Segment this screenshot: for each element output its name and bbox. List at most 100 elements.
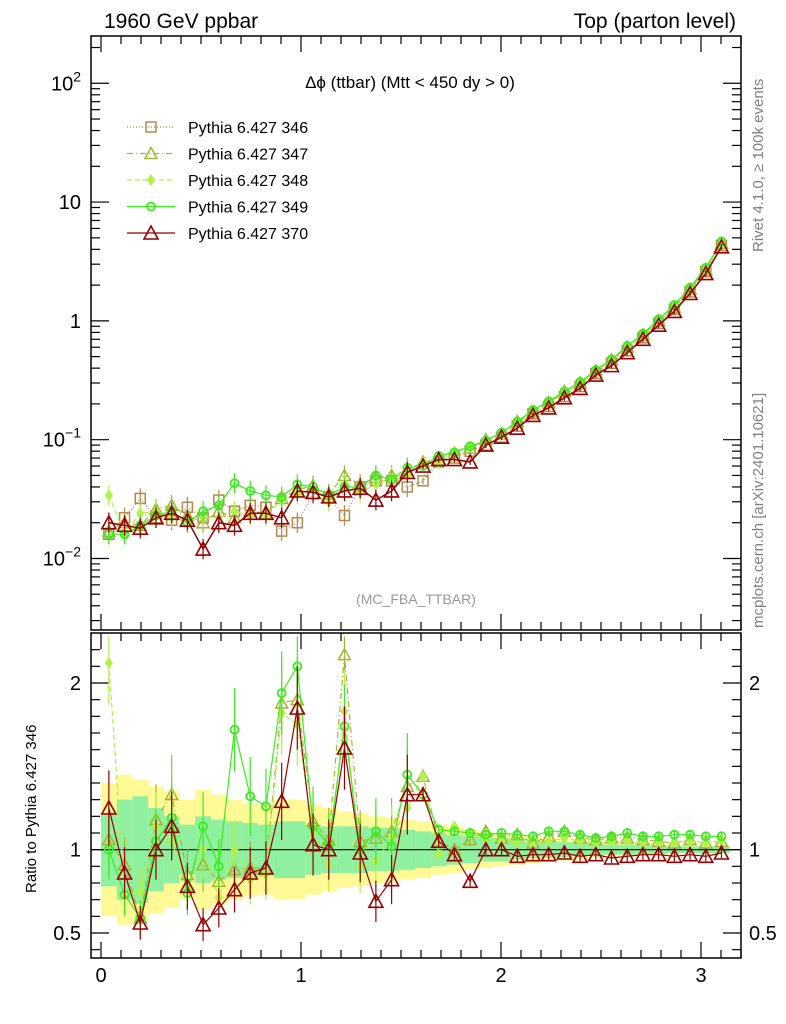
ratio-point [606, 831, 617, 842]
data-point [650, 316, 667, 332]
legend-label: Pythia 6.427 347 [188, 147, 308, 164]
ratio-point [337, 647, 352, 661]
data-point [116, 516, 133, 533]
data-point [147, 509, 165, 525]
data-point [257, 504, 275, 521]
legend-marker [146, 201, 156, 212]
ratio-point [257, 859, 275, 875]
ratio-point [543, 826, 554, 837]
data-point [367, 491, 385, 507]
data-point [230, 505, 239, 518]
ratio-point [103, 844, 114, 855]
x-tick-label: 2 [495, 965, 506, 987]
ratio-y-tick-label-right: 0.5 [749, 923, 777, 945]
x-tick-label: 1 [295, 965, 306, 987]
data-point [383, 482, 400, 498]
ratio-point [370, 826, 381, 837]
watermark: (MC_FBA_TTBAR) [356, 591, 476, 607]
ratio-point [230, 843, 239, 856]
series-line [108, 241, 723, 535]
ratio-line [108, 664, 722, 920]
data-point [666, 302, 683, 319]
data-point [261, 490, 271, 501]
ratio-point [273, 792, 290, 809]
ratio-point [304, 835, 322, 852]
data-point [493, 428, 510, 444]
ratio-point [462, 832, 478, 846]
ratio-y-tick-label: 2 [70, 673, 81, 695]
ratio-point [210, 899, 228, 915]
y-tick-label: 102 [51, 68, 81, 95]
legend: Pythia 6.427 346 Pythia 6.427 347 Pythia 6… [127, 120, 308, 243]
data-point [229, 478, 240, 489]
data-point [163, 504, 181, 521]
data-point [276, 491, 287, 502]
ratio-ylabel: Ratio to Pythia 6.427 346 [23, 725, 40, 893]
ratio-point [434, 848, 443, 861]
ratio-point [276, 688, 287, 698]
ratio-point [418, 770, 428, 783]
ratio-point [289, 699, 306, 715]
ratio-point [261, 801, 271, 812]
legend-marker [146, 174, 156, 186]
x-tick-label: 0 [95, 965, 106, 987]
data-point [338, 509, 351, 522]
data-point [370, 470, 381, 481]
ratio-point [590, 833, 601, 843]
ratio-point [198, 821, 209, 832]
ratio-point [622, 828, 633, 838]
data-point [226, 516, 243, 533]
data-point [320, 488, 338, 504]
ratio-point [383, 870, 400, 887]
ratio-point [603, 849, 620, 865]
data-point [634, 330, 652, 347]
ratio-point [638, 831, 648, 842]
header-right: Top (parton level) [574, 10, 736, 33]
y-tick-label: 10−2 [43, 543, 81, 570]
data-point [465, 441, 476, 452]
ratio-point [147, 840, 165, 857]
data-point [245, 486, 256, 496]
ratio-point [512, 829, 523, 840]
ratio-point [229, 724, 240, 735]
ratio-point [653, 831, 664, 842]
legend-marker [142, 224, 160, 240]
data-point [556, 389, 573, 405]
ratio-point [367, 892, 385, 909]
ratio-point [461, 872, 479, 889]
legend-label: Pythia 6.427 348 [188, 173, 308, 190]
data-point [131, 519, 149, 535]
data-point [104, 489, 113, 502]
legend-label: Pythia 6.427 349 [188, 200, 308, 217]
ratio-point [446, 845, 463, 862]
data-point [210, 514, 228, 530]
ratio-point [508, 847, 526, 864]
y-tick-label: 10−1 [43, 425, 81, 452]
data-point [273, 509, 290, 525]
ratio-point [559, 826, 570, 837]
data-point [100, 514, 118, 530]
ratio-point [213, 861, 224, 872]
ratio-point [163, 817, 181, 834]
data-point [587, 366, 605, 382]
data-point [449, 447, 460, 458]
ratio-point [618, 847, 636, 864]
legend-marker [143, 145, 159, 160]
ratio-point [685, 829, 695, 840]
ratio-point [194, 915, 212, 932]
ratio-point [540, 845, 558, 862]
ratio-point [623, 835, 632, 848]
side-label-top: Rivet 4.1.0, ≥ 100k events [750, 79, 767, 252]
ratio-point [179, 877, 196, 894]
ratio-point [650, 845, 667, 862]
ratio-y-tick-label-right: 1 [749, 840, 760, 862]
ratio-point [336, 739, 353, 755]
ratio-point [465, 828, 476, 838]
ratio-point [556, 844, 573, 860]
data-point [461, 453, 479, 469]
ratio-point [116, 864, 133, 880]
ratio-point [241, 864, 259, 880]
data-point [336, 482, 353, 498]
ratio-point [524, 845, 542, 862]
